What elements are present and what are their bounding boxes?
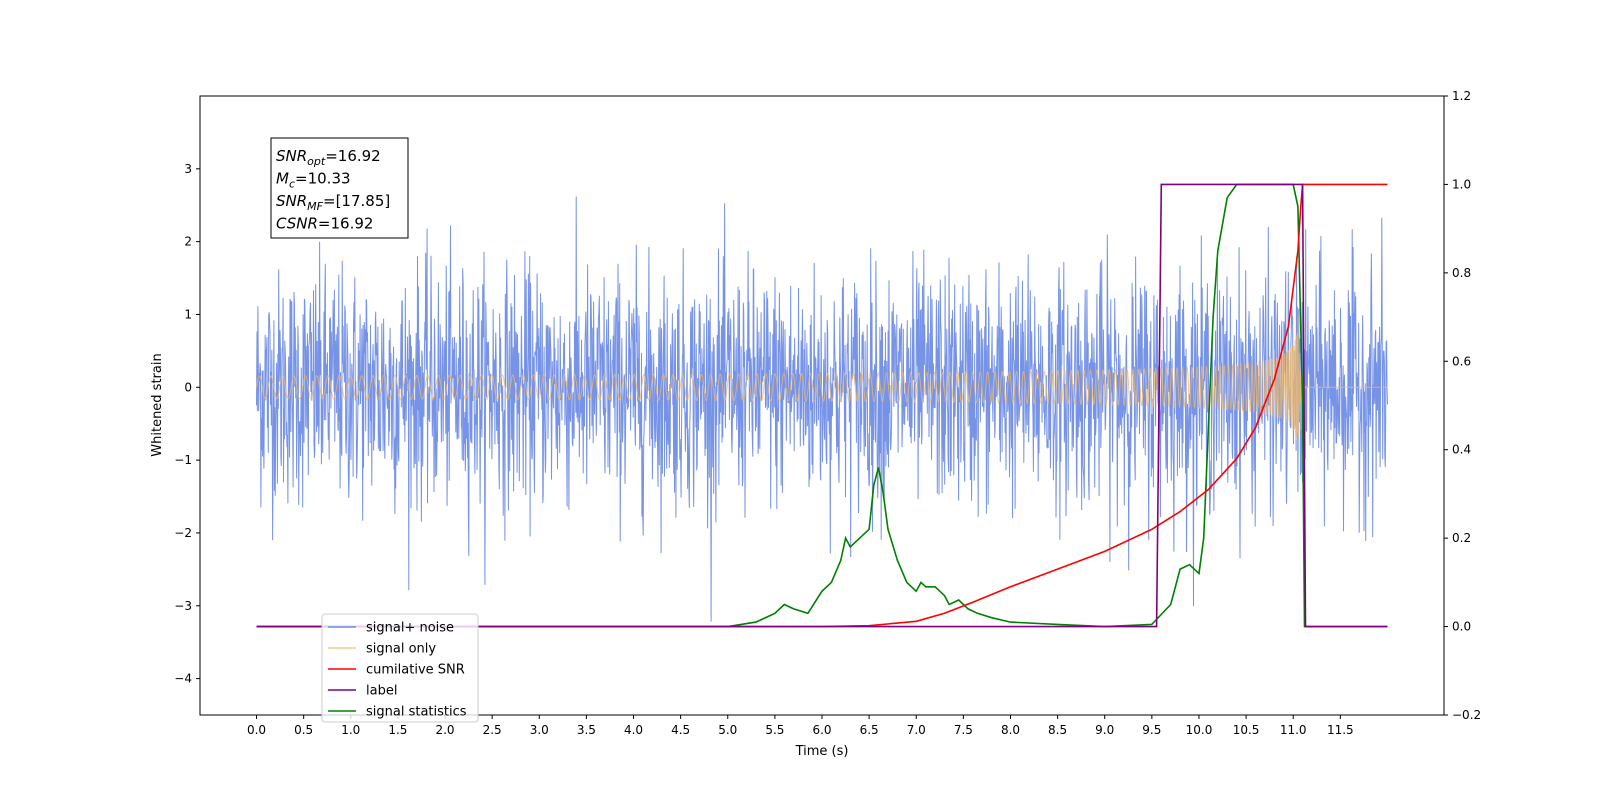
y-left-tick-label: −2 bbox=[174, 526, 192, 540]
annotation-line: SNRMF=[17.85] bbox=[276, 192, 390, 213]
x-axis: 0.0 0.5 1.0 1.5 2.0 2.5 3.0 3.5 4.0 4.5 5.0 5.5 6.0 6… bbox=[247, 715, 1354, 737]
x-tick-label: 2.0 bbox=[435, 723, 454, 737]
legend: signal+ noise signal only cumilative SNR la… bbox=[321, 613, 479, 723]
legend-frame bbox=[321, 613, 479, 723]
y-left-tick-label: −1 bbox=[174, 453, 192, 467]
y-axis-left: 3 2 1 0 −1 −2 −3 −4 bbox=[174, 162, 200, 686]
annotation-symbol: SNR bbox=[276, 147, 307, 165]
y-right-tick-label: 0.0 bbox=[1452, 620, 1471, 634]
x-tick-label: 7.0 bbox=[907, 723, 926, 737]
annotation-value: =[17.85] bbox=[323, 192, 390, 210]
annotation-line: CSNR=16.92 bbox=[276, 215, 373, 233]
x-tick-label: 9.5 bbox=[1142, 723, 1161, 737]
y-right-tick-label: 1.0 bbox=[1452, 177, 1471, 191]
y-right-tick-label: 0.4 bbox=[1452, 443, 1471, 457]
annotation-subscript: MF bbox=[307, 200, 323, 213]
annotation-subscript: opt bbox=[307, 155, 326, 168]
y-left-tick-label: 2 bbox=[184, 235, 192, 249]
annotation-symbol: M bbox=[276, 170, 289, 188]
x-tick-label: 0.0 bbox=[247, 723, 266, 737]
x-tick-label: 8.0 bbox=[1001, 723, 1020, 737]
annotation-value: =16.92 bbox=[318, 215, 374, 233]
plot-area bbox=[256, 183, 1388, 628]
y-right-tick-label: 0.6 bbox=[1452, 354, 1471, 368]
legend-entry: signal+ noise bbox=[366, 621, 454, 636]
x-tick-label: 2.5 bbox=[483, 723, 502, 737]
annotation-box: SNRopt=16.92Mc=10.33SNRMF=[17.85]CSNR=16… bbox=[270, 137, 409, 239]
legend-entry: signal only bbox=[366, 642, 436, 657]
x-tick-label: 7.5 bbox=[954, 723, 973, 737]
x-tick-label: 10.0 bbox=[1186, 723, 1213, 737]
x-tick-label: 10.5 bbox=[1233, 723, 1260, 737]
y-right-tick-label: 0.2 bbox=[1452, 531, 1471, 545]
legend-entry: signal statistics bbox=[366, 705, 467, 720]
legend-entry: cumilative SNR bbox=[366, 663, 465, 678]
annotation-value: =16.92 bbox=[325, 147, 381, 165]
y-right-tick-label: −0.2 bbox=[1452, 708, 1481, 722]
x-tick-label: 4.5 bbox=[671, 723, 690, 737]
x-tick-label: 1.0 bbox=[341, 723, 360, 737]
x-axis-label: Time (s) bbox=[795, 744, 849, 759]
x-tick-label: 11.0 bbox=[1280, 723, 1307, 737]
x-tick-label: 5.0 bbox=[718, 723, 737, 737]
annotation-symbol: CSNR bbox=[276, 215, 318, 233]
x-tick-label: 4.0 bbox=[624, 723, 643, 737]
x-tick-label: 1.5 bbox=[388, 723, 407, 737]
x-tick-label: 9.0 bbox=[1095, 723, 1114, 737]
series-cumulative-snr bbox=[256, 183, 1388, 628]
x-tick-label: 6.0 bbox=[812, 723, 831, 737]
x-tick-label: 11.5 bbox=[1327, 723, 1354, 737]
annotation-symbol: SNR bbox=[276, 192, 307, 210]
y-left-tick-label: −4 bbox=[174, 672, 192, 686]
annotation-line: SNRopt=16.92 bbox=[276, 147, 381, 168]
series-label bbox=[256, 183, 1388, 628]
series-signal-statistics bbox=[256, 183, 1388, 628]
y-left-tick-label: 3 bbox=[184, 162, 192, 176]
x-tick-label: 8.5 bbox=[1048, 723, 1067, 737]
annotation-subscript: c bbox=[289, 178, 295, 191]
annotation-line: Mc=10.33 bbox=[276, 170, 351, 191]
annotation-value: =10.33 bbox=[295, 170, 351, 188]
x-tick-label: 5.5 bbox=[765, 723, 784, 737]
annotation-frame bbox=[270, 137, 409, 239]
x-tick-label: 3.5 bbox=[577, 723, 596, 737]
y-right-tick-label: 1.2 bbox=[1452, 89, 1471, 103]
y-left-tick-label: −3 bbox=[174, 599, 192, 613]
x-tick-label: 0.5 bbox=[294, 723, 313, 737]
y-axis-label: Whitened strain bbox=[150, 353, 165, 456]
y-left-tick-label: 0 bbox=[184, 380, 192, 394]
y-axis-right: 1.2 1.0 0.8 0.6 0.4 0.2 0.0 −0.2 bbox=[1444, 89, 1481, 722]
series-signal-only bbox=[256, 316, 1388, 441]
y-right-tick-label: 0.8 bbox=[1452, 266, 1471, 280]
legend-entry: label bbox=[366, 684, 397, 699]
y-left-tick-label: 1 bbox=[184, 307, 192, 321]
x-tick-label: 6.5 bbox=[860, 723, 879, 737]
x-tick-label: 3.0 bbox=[530, 723, 549, 737]
